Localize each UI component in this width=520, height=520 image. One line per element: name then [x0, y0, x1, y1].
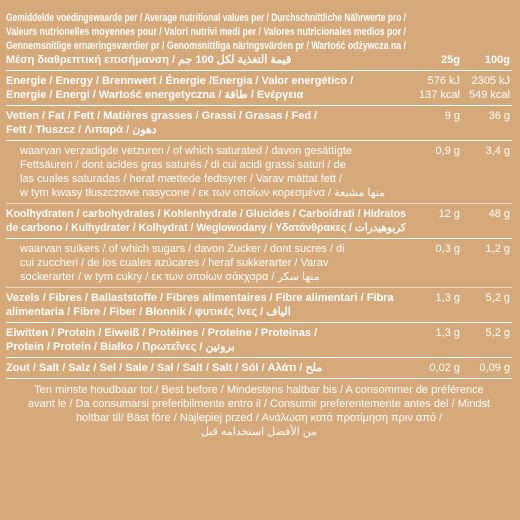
label-line: Eiwitten / Protein / Eiweiß / Protéines …	[6, 327, 318, 339]
value: 5,2 g	[485, 327, 510, 339]
label-line: waarvan suikers / of which sugars / davo…	[20, 243, 345, 255]
label-line: Fett / Tłuszcz / Λιπαρά / دهون	[6, 124, 157, 136]
value: 0,3 g	[435, 243, 460, 255]
nutrient-rows: Energie / Energy / Brennwert / Énergie /…	[6, 71, 512, 379]
nutrient-row: Vezels / Fibres / Ballaststoffe / Fibres…	[6, 288, 512, 323]
nutrient-row: Energie / Energy / Brennwert / Énergie /…	[6, 71, 512, 106]
footer-line: من الأفضل استخدامه قبل	[200, 426, 318, 438]
nutrient-row: Vetten / Fat / Fett / Matières grasses /…	[6, 106, 512, 141]
nutrient-row: Koolhydraten / carbohydrates / Kohlenhyd…	[6, 204, 512, 239]
footer-line: avant le / Da consumarsi preferibilmente…	[27, 398, 491, 410]
value-25g: 0,02 g	[406, 361, 460, 375]
footer: Ten minste houdbaar tot / Best before / …	[6, 379, 512, 439]
value-100g: 3,4 g	[460, 144, 510, 200]
value: 549 kcal	[469, 89, 510, 101]
value: 48 g	[488, 208, 510, 220]
value: 3,4 g	[485, 145, 510, 157]
nutrient-label: Energie / Energy / Brennwert / Énergie /…	[6, 74, 406, 102]
nutrient-label: Koolhydraten / carbohydrates / Kohlenhyd…	[6, 207, 406, 235]
header: Gemiddelde voedingswaarde per / Average …	[6, 8, 512, 71]
sub-nutrient-row: waarvan verzadigde vetzuren / of which s…	[6, 141, 512, 204]
value: 0,9 g	[435, 145, 460, 157]
footer-line: holtbar til/ Bäst före / Najlepiej przed…	[75, 412, 443, 424]
col-header: 25g	[441, 54, 460, 66]
header-text: Gemiddelde voedingswaarde per / Average …	[6, 11, 406, 67]
value: 137 kcal	[419, 89, 460, 101]
footer-line: Ten minste houdbaar tot / Best before / …	[34, 384, 484, 396]
value-100g: 1,2 g	[460, 242, 510, 284]
value-25g: 0,3 g	[406, 242, 460, 284]
label-line: waarvan verzadigde vetzuren / of which s…	[20, 145, 353, 157]
nutrient-label: Vetten / Fat / Fett / Matières grasses /…	[6, 109, 406, 137]
nutrient-row: Eiwitten / Protein / Eiweiß / Protéines …	[6, 323, 512, 358]
label-line: w tym kwasy tłuszczowe nasycone / εκ των…	[20, 187, 386, 199]
value-25g: 0,9 g	[406, 144, 460, 200]
value-25g: 9 g	[406, 109, 460, 137]
header-line: Μέση διαθρεπτική επισήμανση / قيمة التغذ…	[6, 54, 292, 66]
label-line: Koolhydraten / carbohydrates / Kohlenhyd…	[6, 208, 406, 220]
value: 0,02 g	[429, 362, 460, 374]
nutrient-row: Zout / Salt / Salz / Sel / Sale / Sal / …	[6, 358, 512, 379]
header-line: Valeurs nutrionelles moyennes pour / Val…	[6, 26, 406, 38]
label-line: Vezels / Fibres / Ballaststoffe / Fibres…	[6, 292, 394, 304]
header-line: Gemiddelde voedingswaarde per / Average …	[6, 12, 406, 24]
label-line: alimentaria / Fibre / Fiber / Błonnik / …	[6, 306, 291, 318]
value-100g: 0,09 g	[460, 361, 510, 375]
value-25g: 1,3 g	[406, 291, 460, 319]
value: 36 g	[488, 110, 510, 122]
value: 576 kJ	[427, 75, 460, 87]
label-line: cui zuccheri / de los cuales azúcares / …	[20, 257, 329, 269]
value-25g: 12 g	[406, 207, 460, 235]
label-line: las cuales saturadas / heraf mættede fed…	[20, 173, 342, 185]
value: 1,3 g	[435, 292, 460, 304]
value-25g: 576 kJ 137 kcal	[406, 74, 460, 102]
value-100g: 36 g	[460, 109, 510, 137]
label-line: Fettsäuren / dont acides gras saturés / …	[20, 159, 346, 171]
value-25g: 1,3 g	[406, 326, 460, 354]
label-line: Energie / Energy / Brennwert / Énergie /…	[6, 75, 354, 87]
value-100g: 5,2 g	[460, 326, 510, 354]
label-line: Energie / Energi / Wartość energetyczna …	[6, 89, 304, 101]
value-100g: 5,2 g	[460, 291, 510, 319]
value: 1,3 g	[435, 327, 460, 339]
label-line: de carbono / Kulhydrater / Kolhydrat / W…	[6, 222, 406, 234]
nutrient-label: waarvan verzadigde vetzuren / of which s…	[20, 144, 406, 200]
nutrient-label: Eiwitten / Protein / Eiweiß / Protéines …	[6, 326, 406, 354]
value: 1,2 g	[485, 243, 510, 255]
nutrient-label: waarvan suikers / of which sugars / davo…	[20, 242, 406, 284]
sub-nutrient-row: waarvan suikers / of which sugars / davo…	[6, 239, 512, 288]
value-100g: 2305 kJ 549 kcal	[460, 74, 510, 102]
value: 2305 kJ	[471, 75, 510, 87]
label-line: Zout / Salt / Salz / Sel / Sale / Sal / …	[6, 362, 323, 374]
label-line: Protein / Protein / Białko / Πρωτεΐνες /…	[6, 341, 235, 353]
label-line: sockerarter / w tym cukry / εκ των οποίω…	[20, 271, 320, 283]
value: 5,2 g	[485, 292, 510, 304]
label-line: Vetten / Fat / Fett / Matières grasses /…	[6, 110, 318, 122]
nutrient-label: Zout / Salt / Salz / Sel / Sale / Sal / …	[6, 361, 406, 375]
value: 12 g	[438, 208, 460, 220]
header-line: Gennemsnitlige ernæringsværdier pr / Gen…	[6, 40, 406, 52]
value: 9 g	[444, 110, 460, 122]
col-header: 100g	[484, 54, 510, 66]
value-100g: 48 g	[460, 207, 510, 235]
nutrition-label: Gemiddelde voedingswaarde per / Average …	[6, 8, 512, 439]
value: 0,09 g	[479, 362, 510, 374]
nutrient-label: Vezels / Fibres / Ballaststoffe / Fibres…	[6, 291, 406, 319]
